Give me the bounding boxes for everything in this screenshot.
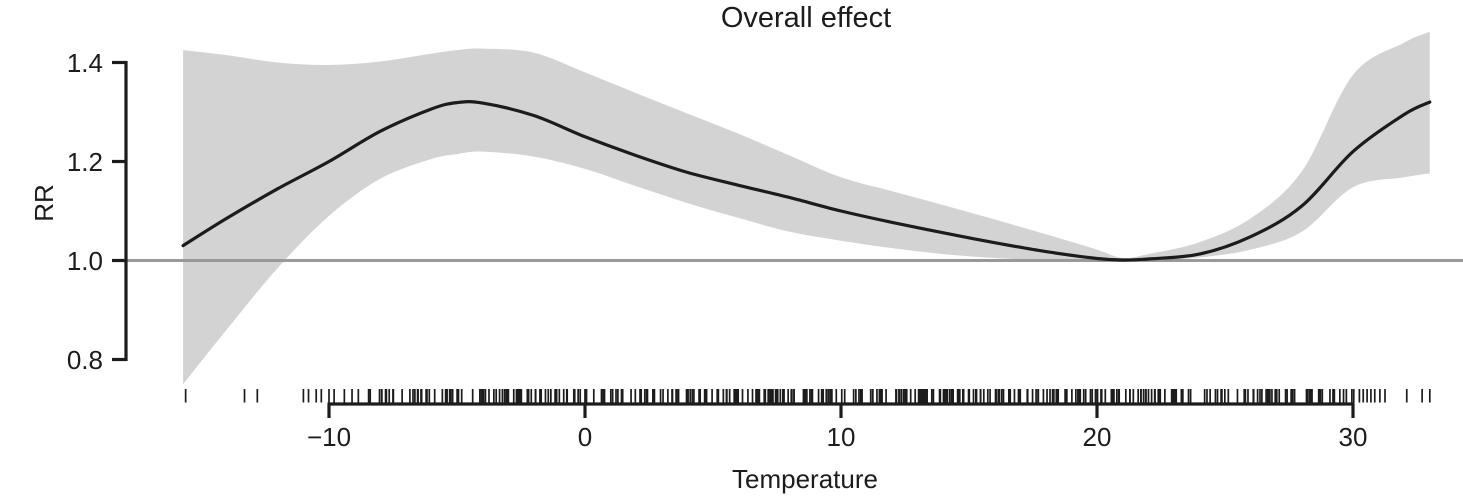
y-axis bbox=[112, 60, 128, 362]
x-tick-label: 0 bbox=[577, 422, 593, 452]
rr-curve bbox=[181, 100, 1432, 262]
y-axis-label: RR bbox=[29, 184, 59, 222]
x-tick-label: 10 bbox=[826, 422, 856, 452]
x-tick-label: −10 bbox=[306, 422, 352, 452]
x-axis-label: Temperature bbox=[732, 464, 878, 494]
rug-plot bbox=[184, 389, 1431, 403]
y-tick-label: 1.0 bbox=[66, 245, 103, 276]
chart-title: Overall effect bbox=[720, 2, 892, 34]
x-tick-label: 20 bbox=[1082, 422, 1112, 452]
y-tick-label: 1.4 bbox=[66, 47, 103, 78]
x-tick-label: 30 bbox=[1338, 422, 1368, 452]
x-axis bbox=[327, 402, 1355, 418]
y-tick-label: 1.2 bbox=[66, 146, 103, 177]
confidence-band bbox=[183, 31, 1430, 385]
y-tick-label: 0.8 bbox=[66, 344, 103, 375]
